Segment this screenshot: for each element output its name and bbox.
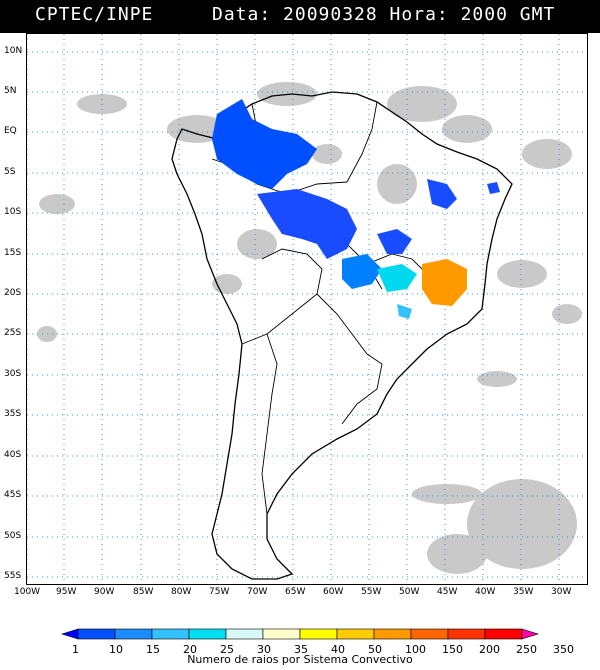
lon-label-40w: 40W xyxy=(475,587,496,597)
lat-label-25s: 25S xyxy=(4,328,22,338)
lat-label-50s: 50S xyxy=(4,531,22,541)
lat-label-20s: 20S xyxy=(4,288,22,298)
lon-label-85w: 85W xyxy=(133,587,154,597)
lat-label-45s: 45S xyxy=(4,490,22,500)
legend-tick-label: 30 xyxy=(257,643,271,656)
lightning-cells xyxy=(212,99,500,319)
legend-tick-label: 350 xyxy=(553,643,574,656)
legend-colorbar xyxy=(60,628,540,640)
legend-swatch xyxy=(77,628,116,640)
lon-label-55w: 55W xyxy=(361,587,382,597)
legend-swatch xyxy=(114,628,153,640)
lon-label-90w: 90W xyxy=(94,587,115,597)
legend-tick-label: 40 xyxy=(331,643,345,656)
lat-label-eq: EQ xyxy=(4,126,17,136)
grid-lines xyxy=(26,34,587,584)
lon-label-50w: 50W xyxy=(399,587,420,597)
lon-label-60w: 60W xyxy=(323,587,344,597)
lon-label-35w: 35W xyxy=(513,587,534,597)
legend-swatch xyxy=(225,628,264,640)
lon-label-95w: 95W xyxy=(56,587,77,597)
lon-label-100w: 100W xyxy=(14,587,41,597)
source-title: CPTEC/INPE xyxy=(35,4,154,25)
legend-tick-label: 100 xyxy=(405,643,426,656)
legend-arrow-right xyxy=(521,628,540,640)
legend-tick-label: 35 xyxy=(294,643,308,656)
lon-label-80w: 80W xyxy=(171,587,192,597)
legend-swatch xyxy=(151,628,190,640)
legend-swatch xyxy=(262,628,301,640)
legend-tick-label: 25 xyxy=(220,643,234,656)
lat-label-30s: 30S xyxy=(4,369,22,379)
lat-label-10s: 10S xyxy=(4,207,22,217)
lon-label-70w: 70W xyxy=(247,587,268,597)
legend-swatch xyxy=(188,628,227,640)
lon-label-75w: 75W xyxy=(209,587,230,597)
legend-swatch xyxy=(299,628,338,640)
lat-label-35s: 35S xyxy=(4,409,22,419)
lat-label-10n: 10N xyxy=(4,46,23,56)
legend-swatch xyxy=(336,628,375,640)
legend-tick-label: 1 xyxy=(72,643,79,656)
lon-label-65w: 65W xyxy=(285,587,306,597)
legend-swatch xyxy=(373,628,412,640)
legend-swatch xyxy=(410,628,449,640)
map-frame xyxy=(26,33,588,585)
legend-tick-label: 15 xyxy=(146,643,160,656)
title-bar: CPTEC/INPE Data: 20090328 Hora: 2000 GMT xyxy=(0,0,600,33)
lat-label-55s: 55S xyxy=(4,571,22,581)
lon-label-30w: 30W xyxy=(551,587,572,597)
south-america-map xyxy=(26,34,587,584)
legend-arrow-left xyxy=(60,628,79,640)
lat-label-5n: 5N xyxy=(4,86,17,96)
legend-swatch xyxy=(447,628,486,640)
legend-tick-label: 150 xyxy=(442,643,463,656)
legend-caption: Numero de raios por Sistema Convectivo xyxy=(187,653,413,666)
legend-tick-label: 10 xyxy=(109,643,123,656)
continent-coastline xyxy=(171,91,513,580)
legend-tick-label: 50 xyxy=(368,643,382,656)
lat-label-5s: 5S xyxy=(4,167,16,177)
legend-tick-label: 250 xyxy=(516,643,537,656)
legend-swatch xyxy=(484,628,523,640)
legend-tick-label: 200 xyxy=(479,643,500,656)
lat-label-15s: 15S xyxy=(4,248,22,258)
legend-tick-label: 20 xyxy=(183,643,197,656)
datetime-title: Data: 20090328 Hora: 2000 GMT xyxy=(212,4,556,25)
lat-label-40s: 40S xyxy=(4,450,22,460)
lon-label-45w: 45W xyxy=(437,587,458,597)
